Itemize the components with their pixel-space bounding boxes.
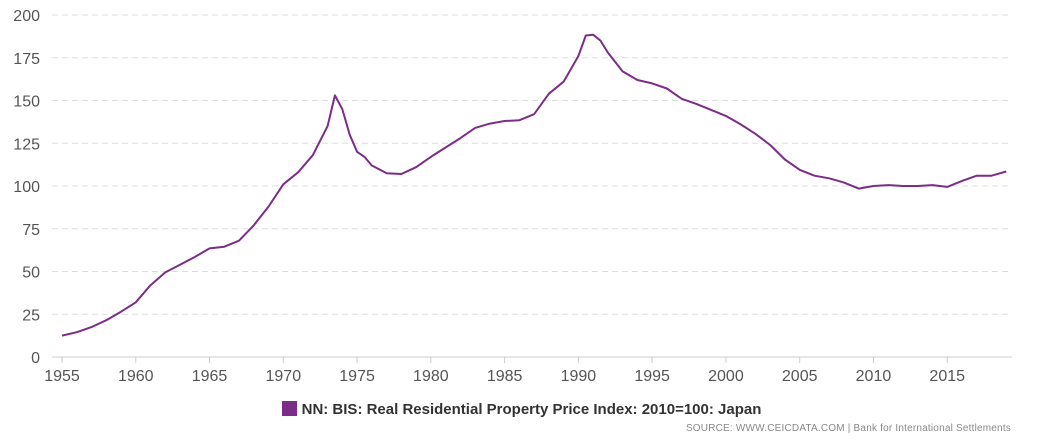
gridlines bbox=[52, 14, 1012, 315]
series-line[interactable] bbox=[61, 33, 1007, 337]
x-tick-label: 1990 bbox=[561, 368, 597, 385]
y-axis-ticks: 0 25 50 75 100 125 150 175 200 bbox=[13, 8, 40, 367]
x-tick-label: 1955 bbox=[44, 368, 80, 385]
legend-swatch-icon bbox=[281, 401, 297, 416]
x-tick-label: 2005 bbox=[782, 368, 818, 385]
y-tick-label: 25 bbox=[22, 307, 40, 324]
source-credit: SOURCE: WWW.CEICDATA.COM | Bank for Inte… bbox=[685, 423, 1011, 434]
series-group bbox=[61, 33, 1007, 337]
x-tick-label: 2010 bbox=[856, 368, 892, 385]
x-axis-ticks: 1955 1960 1965 1970 1975 1980 1985 1990 1995 2000… bbox=[44, 357, 965, 385]
y-tick-label: 0 bbox=[31, 350, 40, 367]
y-tick-label: 75 bbox=[22, 222, 40, 239]
y-tick-label: 50 bbox=[22, 265, 40, 282]
y-tick-label: 100 bbox=[13, 179, 40, 196]
y-tick-label: 175 bbox=[13, 51, 40, 68]
x-tick-label: 1985 bbox=[487, 368, 523, 385]
x-tick-label: 1980 bbox=[413, 368, 449, 385]
x-tick-label: 2015 bbox=[929, 368, 965, 385]
x-tick-label: 1995 bbox=[634, 368, 670, 385]
legend-label: NN: BIS: Real Residential Property Price… bbox=[301, 401, 762, 418]
x-tick-label: 1965 bbox=[192, 368, 228, 385]
x-tick-label: 1970 bbox=[266, 368, 302, 385]
legend[interactable]: NN: BIS: Real Residential Property Price… bbox=[0, 401, 1043, 418]
y-tick-label: 125 bbox=[13, 136, 40, 153]
y-tick-label: 200 bbox=[13, 8, 40, 25]
x-tick-label: 1960 bbox=[118, 368, 154, 385]
x-tick-label: 1975 bbox=[339, 368, 375, 385]
y-tick-label: 150 bbox=[13, 94, 40, 111]
x-tick-label: 2000 bbox=[708, 368, 744, 385]
